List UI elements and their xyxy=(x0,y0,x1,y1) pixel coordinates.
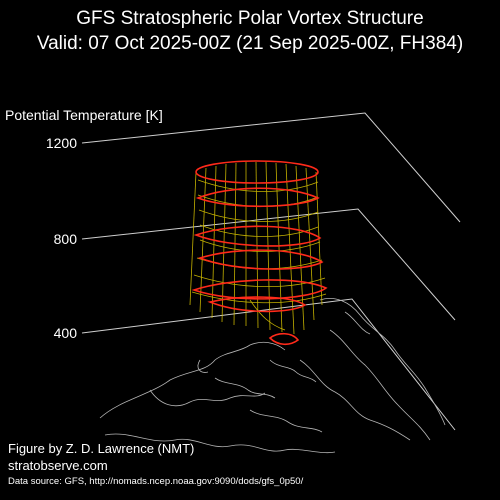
gridline-1200 xyxy=(81,112,461,223)
z-tick-800: 800 xyxy=(53,231,77,247)
chart-subtitle: Valid: 07 Oct 2025-00Z (21 Sep 2025-00Z,… xyxy=(36,33,464,54)
z-tick-1200: 1200 xyxy=(45,135,77,151)
chart-title: GFS Stratospheric Polar Vortex Structure xyxy=(76,8,424,29)
coastline-map xyxy=(99,298,446,454)
theta-gridlines xyxy=(81,112,461,431)
credit-website: stratobserve.com xyxy=(8,458,108,473)
vortex-edge-contours xyxy=(191,160,328,346)
gridline-400 xyxy=(81,298,456,431)
data-source: Data source: GFS, http://nomads.ncep.noa… xyxy=(8,476,304,487)
z-tick-400: 400 xyxy=(53,325,77,341)
polar-vortex-isosurface xyxy=(189,160,328,346)
gridline-800 xyxy=(81,208,456,321)
credit-author: Figure by Z. D. Lawrence (NMT) xyxy=(8,441,195,456)
z-axis-label: Potential Temperature [K] xyxy=(5,107,163,123)
